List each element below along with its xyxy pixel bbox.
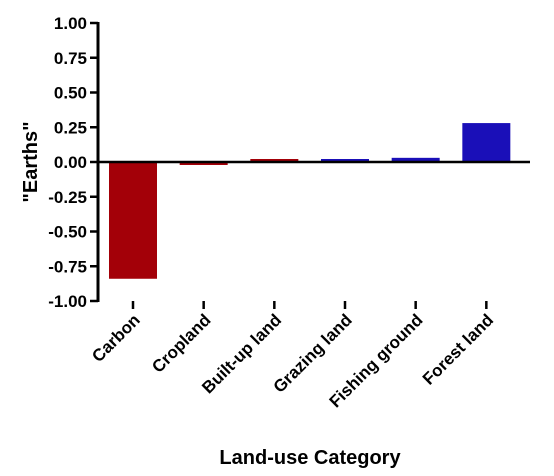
bars bbox=[109, 123, 511, 279]
bar-carbon bbox=[109, 162, 157, 279]
axes bbox=[96, 22, 530, 302]
y-axis-title: "Earths" bbox=[20, 121, 42, 202]
bar-fishing-ground bbox=[391, 157, 440, 162]
y-tick-label: 1.00 bbox=[54, 14, 87, 33]
y-tick-label: -0.75 bbox=[48, 257, 87, 276]
y-tick-label: 0.75 bbox=[54, 49, 87, 68]
bar-grazing-land bbox=[321, 159, 369, 162]
y-tick-label: -1.00 bbox=[48, 292, 87, 311]
y-axis-ticks: 1.00 0.75 0.50 0.25 0.00 -0.25 -0.50 -0.75 -1.00 bbox=[48, 14, 98, 311]
x-tick-label: Forest land bbox=[419, 310, 497, 388]
x-tick-label: Cropland bbox=[148, 310, 214, 376]
x-tick-label: Carbon bbox=[88, 310, 144, 366]
y-tick-label: -0.50 bbox=[48, 223, 87, 242]
bar-built-up-land bbox=[250, 159, 299, 162]
y-tick-label: 0.00 bbox=[54, 153, 87, 172]
bar-cropland bbox=[179, 162, 228, 165]
bar-forest-land bbox=[462, 123, 511, 162]
x-axis-title: Land-use Category bbox=[219, 447, 401, 469]
y-tick-label: 0.25 bbox=[54, 118, 87, 137]
y-tick-label: 0.50 bbox=[54, 84, 87, 103]
y-tick-label: -0.25 bbox=[48, 188, 87, 207]
